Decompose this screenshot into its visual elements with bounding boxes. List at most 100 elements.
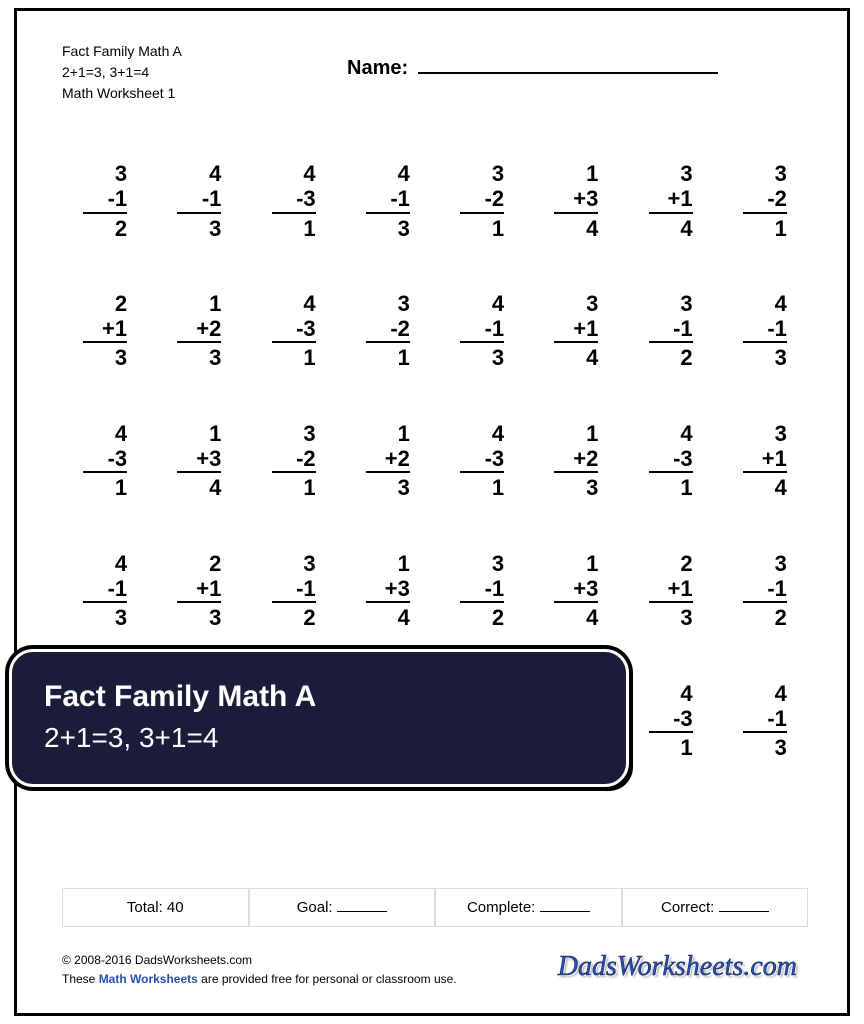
- problem-top: 4: [460, 291, 504, 316]
- problem-answer: 3: [743, 731, 787, 760]
- math-problem: 3-12: [272, 551, 316, 631]
- problem-operation: -1: [743, 706, 787, 731]
- problem-operation: -2: [272, 446, 316, 471]
- math-problem: 2+13: [83, 291, 127, 371]
- math-problem: 3-21: [460, 161, 504, 241]
- math-problem: 4-31: [649, 681, 693, 761]
- problem-operation: -1: [649, 316, 693, 341]
- summary-total: Total: 40: [62, 888, 249, 927]
- math-problem: 1+23: [554, 421, 598, 501]
- math-problem: 2+13: [649, 551, 693, 631]
- problem-answer: 2: [649, 341, 693, 370]
- summary-correct: Correct:: [622, 888, 809, 927]
- problem-operation: -1: [272, 576, 316, 601]
- math-problem: 4-31: [272, 161, 316, 241]
- summary-row: Total: 40 Goal: Complete: Correct:: [62, 888, 808, 927]
- footer-copyright: © 2008-2016 DadsWorksheets.com: [62, 951, 457, 970]
- problem-operation: +3: [554, 576, 598, 601]
- problem-operation: +1: [649, 186, 693, 211]
- problem-top: 4: [272, 161, 316, 186]
- problem-answer: 3: [554, 471, 598, 500]
- math-problem: 1+23: [366, 421, 410, 501]
- problem-operation: -1: [460, 316, 504, 341]
- math-problem: 4-31: [460, 421, 504, 501]
- math-problem: 3-12: [743, 551, 787, 631]
- problem-top: 4: [743, 291, 787, 316]
- problem-answer: 3: [649, 601, 693, 630]
- problem-answer: 3: [83, 601, 127, 630]
- problem-operation: +2: [177, 316, 221, 341]
- problem-answer: 1: [272, 471, 316, 500]
- math-problem: 4-13: [460, 291, 504, 371]
- problem-answer: 2: [743, 601, 787, 630]
- problem-answer: 3: [460, 341, 504, 370]
- overlay-title: Fact Family Math A: [44, 680, 594, 714]
- problem-operation: +3: [177, 446, 221, 471]
- problem-operation: -1: [743, 316, 787, 341]
- problem-top: 4: [272, 291, 316, 316]
- problem-operation: +3: [554, 186, 598, 211]
- problem-answer: 3: [177, 601, 221, 630]
- math-problem: 4-13: [177, 161, 221, 241]
- name-label: Name:: [347, 57, 408, 80]
- math-worksheets-link[interactable]: Math Worksheets: [99, 972, 198, 986]
- math-problem: 4-31: [649, 421, 693, 501]
- problem-top: 1: [554, 161, 598, 186]
- math-problem: 4-13: [743, 681, 787, 761]
- problem-operation: +1: [83, 316, 127, 341]
- problem-top: 3: [460, 161, 504, 186]
- math-problem: 4-13: [366, 161, 410, 241]
- header-line-1: Fact Family Math A: [62, 41, 182, 62]
- math-problem: 1+23: [177, 291, 221, 371]
- problem-answer: 1: [743, 212, 787, 241]
- problem-top: 4: [649, 421, 693, 446]
- problem-operation: +1: [649, 576, 693, 601]
- problem-answer: 3: [366, 471, 410, 500]
- problem-operation: -3: [272, 186, 316, 211]
- problem-operation: -1: [83, 576, 127, 601]
- problem-answer: 3: [83, 341, 127, 370]
- math-problem: 3-21: [366, 291, 410, 371]
- problem-operation: -2: [743, 186, 787, 211]
- math-problem: 3-12: [83, 161, 127, 241]
- problem-top: 2: [83, 291, 127, 316]
- problem-answer: 1: [460, 471, 504, 500]
- problem-answer: 3: [177, 212, 221, 241]
- math-problem: 3+14: [743, 421, 787, 501]
- name-underline[interactable]: [418, 58, 718, 74]
- problem-top: 4: [83, 421, 127, 446]
- math-problem: 4-13: [83, 551, 127, 631]
- math-problem: 3-21: [743, 161, 787, 241]
- problem-answer: 1: [366, 341, 410, 370]
- problem-top: 3: [743, 161, 787, 186]
- problem-top: 1: [554, 551, 598, 576]
- problem-top: 3: [272, 551, 316, 576]
- problem-answer: 1: [649, 731, 693, 760]
- worksheet-page: Fact Family Math A 2+1=3, 3+1=4 Math Wor…: [14, 8, 850, 1016]
- problem-answer: 1: [272, 341, 316, 370]
- problem-top: 4: [743, 681, 787, 706]
- problem-operation: +1: [554, 316, 598, 341]
- problem-answer: 3: [177, 341, 221, 370]
- problem-top: 3: [460, 551, 504, 576]
- problem-operation: -1: [743, 576, 787, 601]
- problem-answer: 4: [554, 212, 598, 241]
- problem-top: 3: [554, 291, 598, 316]
- problem-answer: 3: [743, 341, 787, 370]
- problem-operation: -3: [83, 446, 127, 471]
- footer: © 2008-2016 DadsWorksheets.com These Mat…: [62, 951, 457, 989]
- problem-operation: -3: [460, 446, 504, 471]
- problem-top: 1: [554, 421, 598, 446]
- problem-answer: 4: [649, 212, 693, 241]
- problem-answer: 1: [83, 471, 127, 500]
- problem-top: 4: [366, 161, 410, 186]
- problem-top: 4: [460, 421, 504, 446]
- header-line-2: 2+1=3, 3+1=4: [62, 62, 182, 83]
- problem-top: 4: [83, 551, 127, 576]
- math-problem: 3-21: [272, 421, 316, 501]
- problem-answer: 4: [743, 471, 787, 500]
- math-problem: 3-12: [649, 291, 693, 371]
- problem-operation: -2: [460, 186, 504, 211]
- problem-answer: 1: [460, 212, 504, 241]
- problem-top: 3: [649, 291, 693, 316]
